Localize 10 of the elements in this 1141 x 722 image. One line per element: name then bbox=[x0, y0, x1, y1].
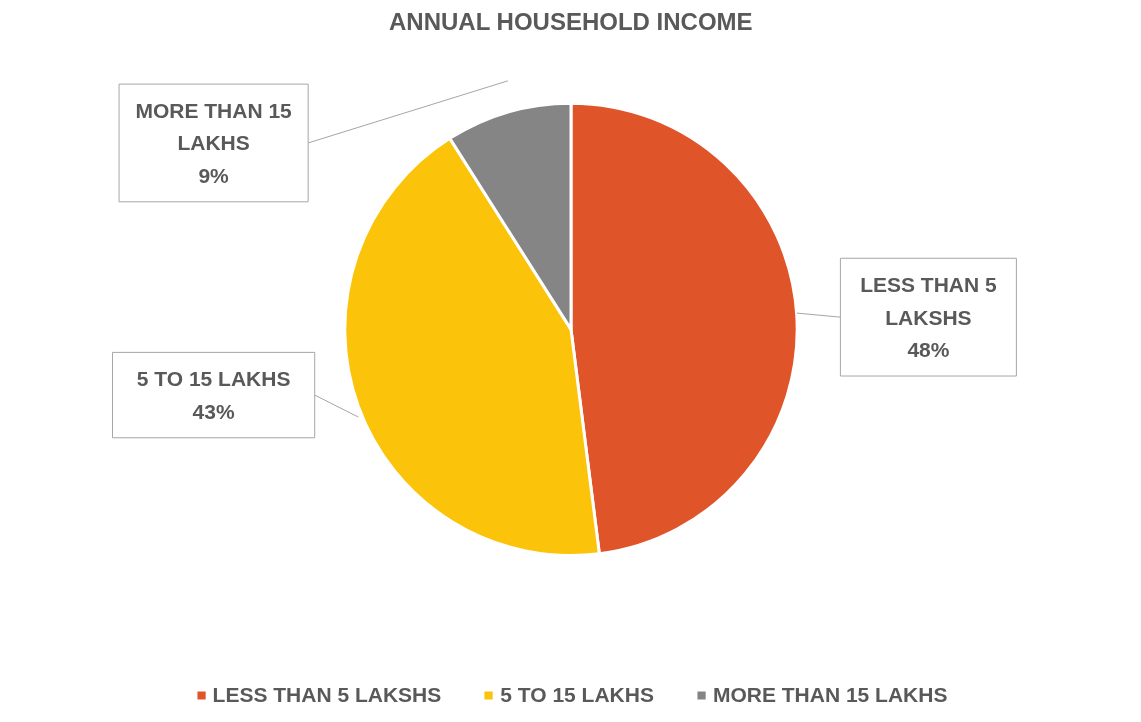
data-label: 43% bbox=[192, 399, 235, 423]
slice-label: LESS THAN 5 LAKSHS bbox=[860, 273, 997, 329]
chart-title: ANNUAL HOUSEHOLD INCOME bbox=[389, 7, 753, 35]
legend-label: LESS THAN 5 LAKSHS bbox=[212, 683, 442, 707]
slice-label: 5 TO 15 LAKHS bbox=[136, 367, 291, 391]
data-label: 9% bbox=[198, 163, 230, 187]
legend-label: MORE THAN 15 LAKHS bbox=[712, 683, 948, 707]
slice-label: MORE THAN 15 LAKHS bbox=[135, 99, 293, 155]
legend-label: 5 TO 15 LAKHS bbox=[500, 683, 654, 707]
data-label: 48% bbox=[907, 337, 950, 361]
